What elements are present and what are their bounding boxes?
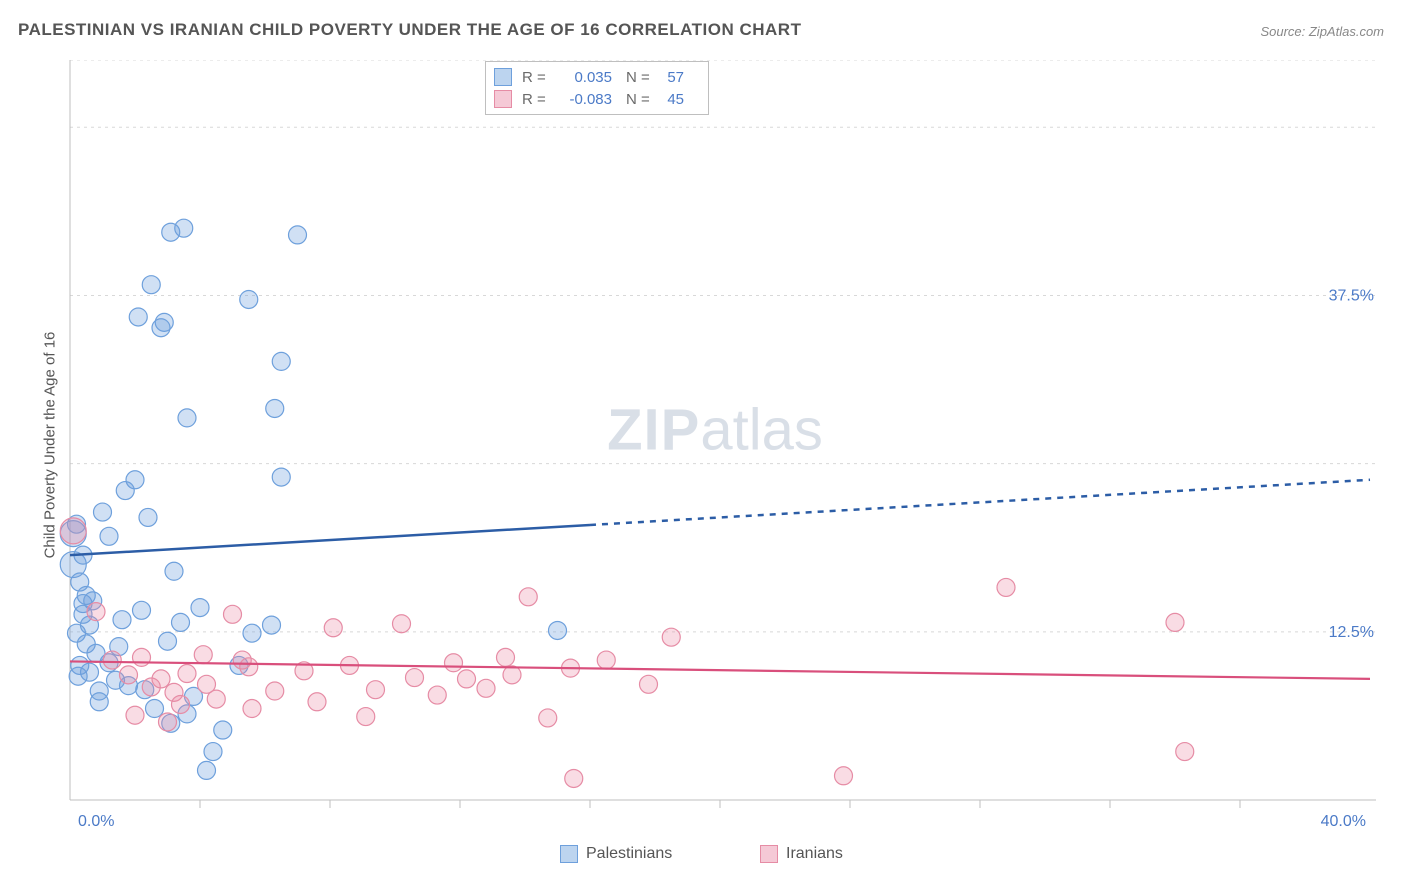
stat-n-label: N = [626,69,656,86]
legend-label-palestinians: Palestinians [586,845,672,863]
stat-r-label: R = [522,91,552,108]
stat-r-value: 0.035 [552,69,612,86]
stats-row: R =0.035 N =57 [494,66,698,88]
stats-swatch [494,90,512,108]
stat-n-value: 45 [656,91,684,108]
legend-swatch-palestinians [560,845,578,863]
source-attribution: Source: ZipAtlas.com [1260,24,1384,39]
legend-label-iranians: Iranians [786,845,843,863]
legend-swatch-iranians [760,845,778,863]
stats-swatch [494,68,512,86]
legend-iranians: Iranians [760,845,843,863]
svg-text:40.0%: 40.0% [1321,813,1366,830]
chart-area: Child Poverty Under the Age of 16 ZIPatl… [50,60,1380,830]
svg-text:12.5%: 12.5% [1329,624,1374,641]
stat-r-label: R = [522,69,552,86]
stat-n-value: 57 [656,69,684,86]
scatter-plot: 0.0% 40.0% 12.5% 37.5% [50,60,1380,830]
svg-text:37.5%: 37.5% [1329,287,1374,304]
chart-title: PALESTINIAN VS IRANIAN CHILD POVERTY UND… [18,20,801,40]
stat-r-value: -0.083 [552,91,612,108]
correlation-stats-box: R =0.035 N =57 R =-0.083 N =45 [485,61,709,115]
stats-row: R =-0.083 N =45 [494,88,698,110]
stat-n-label: N = [626,91,656,108]
legend-palestinians: Palestinians [560,845,672,863]
svg-text:0.0%: 0.0% [78,813,114,830]
